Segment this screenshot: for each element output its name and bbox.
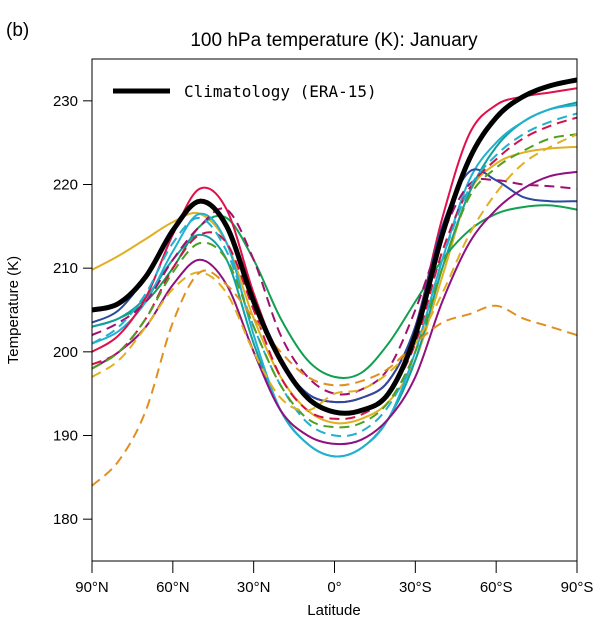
x-tick-label: 0° [327, 579, 341, 596]
legend-label-climatology: Climatology (ERA-15) [184, 82, 377, 101]
y-tick-label: 200 [53, 344, 78, 361]
x-tick-label: 90°N [75, 579, 109, 596]
x-tick-label: 90°S [561, 579, 594, 596]
series-model-yellow-dashed [91, 133, 578, 412]
series-model-green-dashed [91, 133, 578, 429]
series-model-cyan-solid [91, 104, 578, 458]
series-model-purple-solid [91, 170, 578, 446]
series-model-orange-dashed [91, 269, 578, 487]
y-tick-label: 220 [53, 177, 78, 194]
y-tick-label: 210 [53, 260, 78, 277]
x-axis: 90°N 60°N 30°N 0° 30°S 60°S 90°S [75, 561, 593, 596]
series-model-cyan-dashed [91, 112, 578, 438]
series-model-red-dashed [91, 116, 578, 421]
panel-label: (b) [6, 20, 29, 41]
series-layer [91, 77, 578, 487]
y-tick-label: 230 [53, 93, 78, 110]
x-tick-label: 60°S [480, 579, 513, 596]
series-climatology [91, 77, 578, 416]
x-tick-label: 60°N [156, 579, 190, 596]
y-axis-label: Temperature (K) [5, 256, 22, 364]
y-tick-label: 180 [53, 511, 78, 528]
x-axis-label: Latitude [307, 602, 360, 619]
series-model-purple-dashed [91, 177, 578, 396]
y-axis: 180 190 200 210 220 230 [53, 93, 92, 528]
x-tick-label: 30°S [399, 579, 432, 596]
series-model-green-solid [91, 204, 578, 379]
series-model-yellow-solid [91, 145, 578, 425]
legend: Climatology (ERA-15) [113, 82, 377, 101]
x-tick-label: 30°N [237, 579, 271, 596]
y-tick-label: 190 [53, 428, 78, 445]
chart-title: 100 hPa temperature (K): January [190, 30, 478, 51]
